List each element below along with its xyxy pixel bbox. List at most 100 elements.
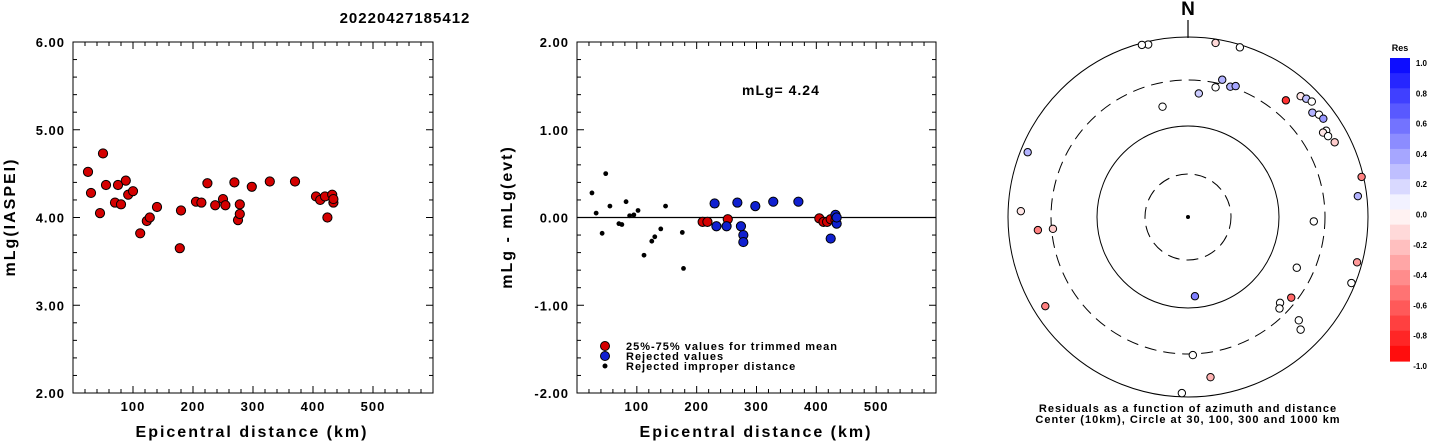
- middle-xtick-label: 200: [684, 399, 709, 414]
- middle-data-point: [793, 196, 804, 207]
- polar-data-point: [1296, 325, 1305, 334]
- colorbar-cell: [1390, 73, 1410, 89]
- colorbar-title: Res: [1392, 43, 1409, 53]
- colorbar-cell: [1390, 254, 1410, 271]
- middle-data-point: [750, 200, 761, 212]
- polar-data-point: [1323, 131, 1333, 141]
- polar-data-point: [1218, 75, 1227, 84]
- left-data-point: [322, 212, 333, 223]
- left-data-point: [120, 175, 131, 186]
- left-data-point: [115, 199, 127, 210]
- legend-marker-trimmed: [600, 341, 610, 351]
- middle-data-point: [738, 236, 749, 248]
- left-xtick-label: 400: [301, 399, 326, 414]
- colorbar-cell: [1390, 330, 1410, 347]
- middle-data-point: [702, 216, 713, 227]
- left-data-point: [97, 148, 109, 159]
- colorbar-cell: [1390, 88, 1410, 105]
- epicenter-dot: [1186, 215, 1190, 219]
- middle-data-point: [607, 203, 613, 209]
- polar-data-point: [1292, 263, 1301, 272]
- polar-data-point: [1353, 191, 1363, 201]
- middle-data-point: [658, 226, 664, 232]
- colorbar-cell: [1390, 209, 1410, 226]
- middle-data-point: [652, 234, 658, 240]
- left-xlabel: Epicentral distance (km): [136, 424, 369, 441]
- polar-data-point: [1319, 114, 1328, 123]
- middle-data-point: [641, 252, 647, 258]
- middle-xtick-label: 300: [744, 399, 769, 414]
- colorbar-cell: [1390, 239, 1410, 256]
- polar-data-point: [1287, 293, 1296, 302]
- colorbar-cell: [1390, 133, 1410, 150]
- polar-data-point: [1352, 258, 1362, 267]
- middle-chart: -2.00 -1.00 0.00 1.00 2.00 100 200 300 400 500 mL…: [499, 35, 937, 441]
- mlg-annotation: mLg= 4.24: [742, 82, 820, 98]
- colorbar-label: -0.4: [1413, 271, 1427, 280]
- colorbar-cell: [1390, 315, 1410, 332]
- middle-xtick-label: 100: [624, 399, 649, 414]
- left-data-point: [234, 208, 245, 220]
- middle-data-point: [831, 212, 842, 223]
- left-data-point: [229, 177, 240, 188]
- left-data-point: [151, 201, 163, 213]
- polar-data-point: [1190, 292, 1200, 301]
- left-data-point: [94, 208, 106, 219]
- colorbar-cell: [1390, 345, 1410, 362]
- polar-data-point: [1016, 206, 1026, 216]
- polar-data-point: [1275, 304, 1284, 313]
- colorbar-labels: 1.0 0.8 0.6 0.4 0.2 0.0 -0.2 -0.4 -0.6 -0.8 -1.0: [1413, 59, 1427, 371]
- colorbar-cell: [1390, 118, 1410, 135]
- left-data-point: [127, 186, 139, 197]
- middle-data-point: [589, 190, 595, 196]
- left-ylabel: mLg(IASPEI): [2, 158, 19, 277]
- left-xtick-label: 100: [121, 399, 146, 414]
- left-data-point: [135, 228, 146, 239]
- left-data-point: [202, 178, 213, 189]
- left-ticks: 2.00 3.00 4.00 5.00 6.00 100 200 300 400 500: [36, 35, 433, 414]
- left-data-point: [196, 197, 207, 208]
- colorbar-cell: [1390, 179, 1410, 195]
- figure-title: 20220427185412: [340, 10, 471, 27]
- left-data-point: [112, 179, 124, 191]
- middle-data-point: [649, 238, 655, 244]
- colorbar-label: -0.2: [1413, 241, 1427, 250]
- polar-data-point: [1033, 225, 1043, 235]
- left-ytick-label: 2.00: [36, 386, 65, 401]
- colorbar-cell: [1390, 164, 1410, 180]
- middle-data-point: [627, 213, 633, 219]
- left-points: [82, 148, 339, 254]
- middle-data-point: [623, 199, 629, 205]
- polar-data-point: [1194, 89, 1204, 98]
- colorbar-cell: [1390, 224, 1410, 241]
- polar-caption-line2: Center (10km), Circle at 30, 100, 300 an…: [1035, 414, 1340, 426]
- polar-data-point: [1177, 388, 1187, 398]
- colorbar-label: 0.6: [1416, 120, 1428, 129]
- polar-data-point: [1231, 81, 1240, 91]
- middle-legend: 25%-75% values for trimmed mean Rejected…: [600, 341, 837, 373]
- left-chart: 2.00 3.00 4.00 5.00 6.00 100 200 300 400 500 mLg(…: [2, 35, 434, 441]
- colorbar-label: -0.8: [1413, 332, 1427, 341]
- middle-data-point: [768, 196, 779, 207]
- left-xtick-label: 500: [361, 399, 386, 414]
- middle-ytick-label: -1.00: [534, 298, 569, 313]
- middle-data-point: [663, 203, 668, 209]
- middle-data-point: [679, 230, 685, 235]
- north-label: N: [1181, 0, 1195, 20]
- middle-ticks: -2.00 -1.00 0.00 1.00 2.00 100 200 300 400 500: [534, 35, 936, 414]
- colorbar-cell: [1390, 270, 1410, 286]
- middle-data-point: [599, 230, 605, 236]
- left-ytick-label: 3.00: [36, 298, 65, 313]
- colorbar-cell: [1390, 300, 1410, 317]
- colorbar-label: 1.0: [1416, 59, 1428, 68]
- polar-data-point: [1281, 96, 1291, 105]
- middle-data-point: [709, 198, 720, 209]
- polar-data-point: [1158, 102, 1167, 111]
- polar-data-point: [1294, 316, 1303, 325]
- left-plot-frame: [72, 41, 434, 394]
- colorbar-cell: [1390, 285, 1410, 301]
- polar-points: [1016, 38, 1366, 398]
- left-data-point: [100, 179, 112, 191]
- polar-plot: N Residuals as a function of azimuth and…: [1007, 0, 1369, 426]
